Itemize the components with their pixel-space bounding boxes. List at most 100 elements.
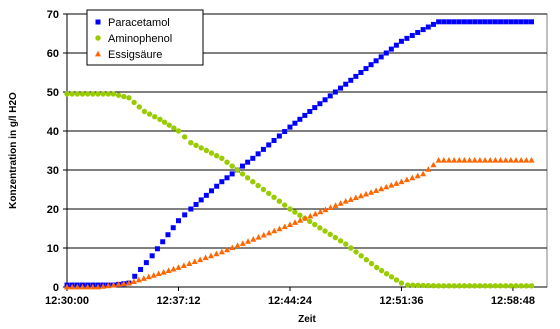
data-point [497,283,504,289]
data-point [255,182,261,189]
data-point [209,188,215,194]
data-point [266,190,272,197]
y-tick-label: 0 [53,282,59,294]
data-point [441,19,447,25]
data-point [208,252,214,259]
data-point [404,35,410,41]
data-point [105,91,111,97]
data-point [337,238,344,244]
data-point [276,225,283,232]
data-point [84,91,91,97]
data-point [332,234,339,241]
data-point [508,19,514,25]
data-point [125,279,132,286]
y-tick-label: 60 [47,48,59,60]
data-point [149,253,155,259]
data-point [214,183,220,189]
data-point [403,176,410,183]
data-point [100,91,106,97]
data-point [472,283,478,289]
data-point [121,93,127,100]
x-tick-label: 12:51:36 [379,295,423,307]
data-point [383,50,389,56]
data-point [260,231,267,238]
data-point [352,194,359,201]
data-point [446,283,452,289]
data-point [342,198,349,204]
y-tick-label: 50 [47,87,59,99]
data-point [348,245,354,251]
data-point [89,283,96,290]
data-point [286,221,293,227]
data-point [302,215,309,221]
data-point [332,89,338,95]
data-point [188,140,194,146]
data-point [161,119,168,125]
data-point [74,91,81,97]
data-point [219,155,225,161]
axis-titles: Zeit Konzentration in g/l H2O [8,92,317,325]
data-point [492,19,498,25]
data-point [513,283,519,289]
data-point [415,282,421,289]
data-point [388,46,394,52]
data-point [425,166,432,172]
data-point [482,157,489,163]
legend-marker [95,50,101,57]
data-point [193,142,199,148]
data-point [175,128,182,134]
data-point [327,204,334,210]
data-point [193,201,199,207]
data-point [150,272,157,278]
data-point [322,228,328,234]
data-point [154,246,160,252]
data-point [255,234,262,240]
data-point [430,283,437,289]
data-point [456,19,462,25]
data-point [472,19,478,25]
data-point [436,19,442,25]
data-point [368,189,375,195]
data-point [363,257,370,263]
data-point [120,280,127,287]
data-point [130,278,137,284]
data-point [229,244,236,251]
data-point [115,281,122,287]
data-point [378,54,384,60]
data-point [79,91,86,97]
data-point [476,157,483,163]
data-point [229,163,235,169]
data-point [234,242,241,248]
data-point [239,171,246,177]
data-point [353,73,359,79]
data-point [466,283,473,289]
data-point [507,157,514,163]
data-point [358,70,364,75]
data-point [166,122,172,128]
data-point [191,258,198,265]
data-point [393,42,399,48]
data-point [152,114,158,120]
data-point [218,248,225,255]
data-point [197,256,204,263]
data-point [74,283,81,290]
data-point [461,283,468,289]
data-point [244,175,251,181]
data-point [430,161,437,168]
data-point [271,137,277,143]
data-point [170,265,177,272]
data-point [208,150,215,156]
data-point [332,202,339,208]
data-point [271,227,278,234]
data-point [357,192,364,199]
data-point [145,273,152,280]
data-point [202,254,209,261]
data-point [513,157,520,163]
data-point [322,206,329,213]
data-point [276,198,283,204]
data-point [266,229,273,236]
data-point [84,283,91,290]
data-point [213,250,220,257]
data-point [373,264,380,271]
